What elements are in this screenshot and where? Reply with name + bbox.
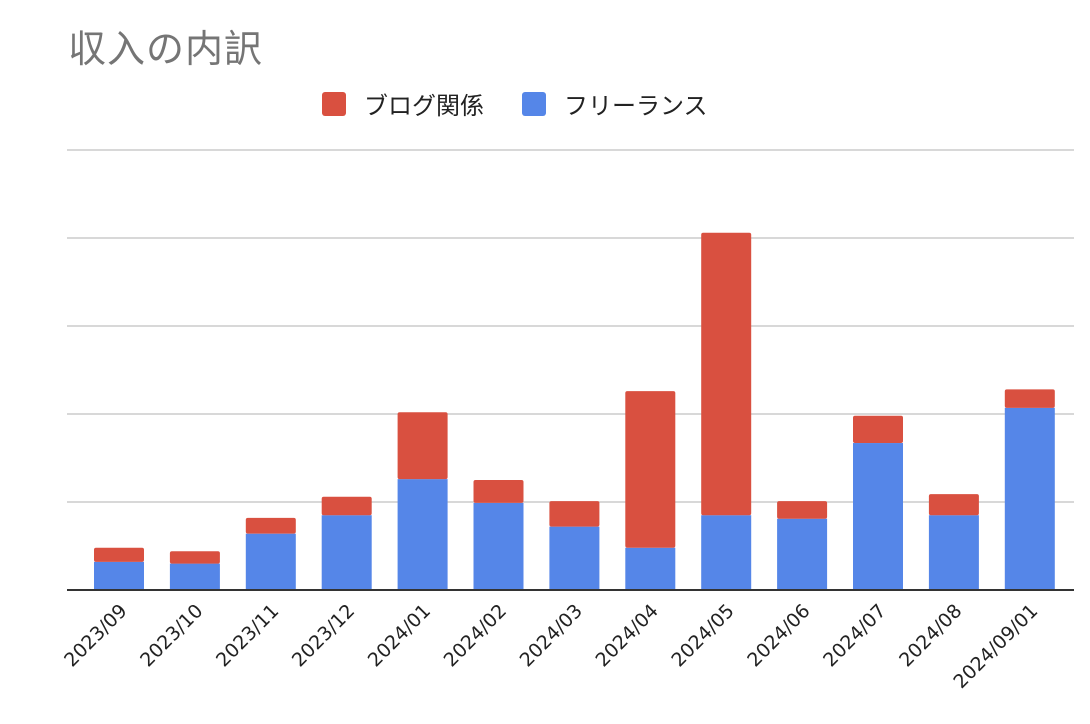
bar-blog-2024-09-01[interactable] — [1004, 389, 1055, 408]
legend-label-freelance: フリーランス — [564, 92, 708, 120]
x-tick-label: 2023/11 — [212, 600, 283, 671]
x-tick-label: 2024/05 — [667, 600, 738, 671]
x-tick-label: 2024/02 — [440, 600, 511, 671]
bar-blog-2024-06[interactable] — [777, 501, 828, 519]
bar-blog-2024-07[interactable] — [853, 415, 903, 444]
bar-freelance-2024-07[interactable] — [853, 443, 903, 590]
bar-blog-2024-03[interactable] — [549, 501, 600, 527]
gridlines — [67, 149, 1074, 503]
x-tick-label: 2023/10 — [136, 600, 207, 671]
bar-freelance-2023-11[interactable] — [245, 533, 296, 590]
bar-blog-2024-02[interactable] — [473, 480, 524, 503]
bars — [94, 232, 1055, 590]
bar-freelance-2024-05[interactable] — [701, 515, 752, 590]
bar-blog-2023-09[interactable] — [94, 547, 144, 562]
legend-swatch-freelance — [522, 91, 546, 116]
bar-blog-2024-01[interactable] — [397, 412, 448, 480]
legend-item-blog[interactable]: ブログ関係 — [322, 86, 484, 121]
x-tick-label: 2023/12 — [288, 600, 359, 671]
bar-freelance-2024-04[interactable] — [625, 547, 676, 590]
bar-freelance-2023-09[interactable] — [94, 561, 144, 590]
legend-label-blog: ブログ関係 — [364, 92, 484, 120]
legend-item-freelance[interactable]: フリーランス — [522, 86, 708, 121]
bar-freelance-2023-10[interactable] — [169, 563, 220, 590]
legend: ブログ関係 フリーランス — [322, 86, 746, 121]
bar-freelance-2024-01[interactable] — [397, 479, 448, 590]
x-tick-labels: 2023/09 2023/10 2023/11 2023/12 2024/01 2024/… — [60, 600, 1042, 693]
bar-blog-2023-12[interactable] — [321, 496, 372, 516]
bar-blog-2024-08[interactable] — [928, 494, 979, 516]
bar-freelance-2024-06[interactable] — [777, 518, 828, 590]
x-tick-label: 2024/08 — [895, 600, 966, 671]
x-tick-label: 2024/06 — [743, 600, 814, 671]
bar-blog-2024-04[interactable] — [625, 391, 676, 548]
bar-blog-2023-11[interactable] — [245, 517, 296, 534]
x-tick-label: 2023/09 — [60, 600, 131, 671]
bar-freelance-2024-02[interactable] — [473, 502, 524, 590]
chart-title: 収入の内訳 — [68, 27, 264, 71]
bar-blog-2023-10[interactable] — [169, 551, 220, 564]
x-tick-label: 2024/01 — [364, 600, 435, 671]
x-tick-label: 2024/07 — [819, 600, 890, 671]
bar-blog-2024-05[interactable] — [701, 232, 752, 516]
x-tick-label: 2024/04 — [591, 600, 662, 671]
bar-freelance-2024-03[interactable] — [549, 526, 600, 590]
bar-freelance-2023-12[interactable] — [321, 515, 372, 590]
bar-freelance-2024-08[interactable] — [928, 515, 979, 590]
bar-freelance-2024-09-01[interactable] — [1004, 407, 1055, 590]
legend-swatch-blog — [322, 91, 346, 116]
x-tick-label: 2024/03 — [516, 600, 587, 671]
